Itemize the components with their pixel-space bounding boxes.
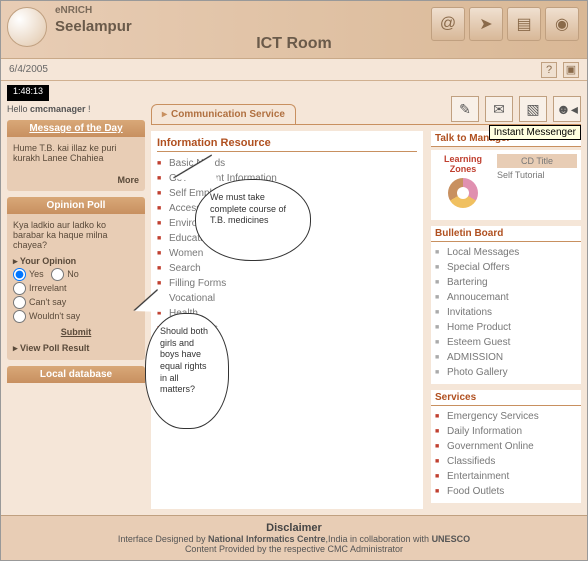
list-item[interactable]: Local Messages	[435, 245, 577, 260]
learning-zones-box: Learning Zones CD Title Self Tutorial	[431, 150, 581, 220]
poll-opt-wouldnt[interactable]: Wouldn't say	[13, 310, 139, 323]
poll-view-result[interactable]: View Poll Result	[13, 343, 139, 354]
poll-opt-irr[interactable]: Irrevelant	[13, 282, 139, 295]
footer: Disclaimer Interface Designed by Nationa…	[1, 515, 587, 560]
list-item[interactable]: Esteem Guest	[435, 335, 577, 350]
list-item[interactable]: ADMISSION	[435, 350, 577, 365]
motd-text: Hume T.B. kai illaz ke puri kurakh Lanee…	[13, 143, 139, 163]
list-item[interactable]: Photo Gallery	[435, 365, 577, 380]
tool-icon[interactable]: ▣	[563, 62, 579, 78]
bb-header: Bulletin Board	[431, 226, 581, 242]
list-item[interactable]: Food Outlets	[435, 484, 577, 499]
local-db-header[interactable]: Local database	[7, 366, 145, 383]
tab-label: Communication Service	[171, 109, 285, 120]
disc-icon[interactable]: ◉	[545, 7, 579, 41]
poll-submit[interactable]: Submit	[13, 327, 139, 337]
donut-icon	[448, 178, 478, 208]
poll-radio-cant[interactable]	[13, 296, 26, 309]
poll-label-cant: Can't say	[29, 297, 66, 307]
poll-body: Kya ladkio aur ladko ko barabar ka haque…	[7, 214, 145, 360]
greeting-prefix: Hello	[7, 104, 30, 114]
list-item[interactable]: Classifieds	[435, 454, 577, 469]
list-item[interactable]: Special Offers	[435, 260, 577, 275]
list-item[interactable]: Home Product	[435, 320, 577, 335]
clock-label: 1:48:13	[7, 85, 49, 101]
book-icon[interactable]: ▤	[507, 7, 541, 41]
message-icon[interactable]: ▧	[519, 96, 547, 122]
brand-label: eNRICH	[55, 5, 92, 16]
tab-row: Communication Service ✎ ✉ ▧ ☻◂ Instant M…	[151, 85, 581, 125]
poll-your-opinion: Your Opinion	[13, 256, 139, 267]
bulletin-board-box: Bulletin Board Local Messages Special Of…	[431, 226, 581, 384]
list-item[interactable]: Filling Forms	[157, 276, 417, 291]
list-item[interactable]: Emergency Services	[435, 409, 577, 424]
greeting-user: cmcmanager	[30, 104, 86, 114]
tab-communication[interactable]: Communication Service	[151, 104, 296, 124]
info-resource-header: Information Resource	[157, 137, 417, 152]
poll-radio-no[interactable]	[51, 268, 64, 281]
poll-question: Kya ladkio aur ladko ko barabar ka haque…	[13, 220, 139, 250]
list-item[interactable]: Government Online	[435, 439, 577, 454]
im-icon[interactable]: ☻◂	[553, 96, 581, 122]
motd-body: Hume T.B. kai illaz ke puri kurakh Lanee…	[7, 137, 145, 191]
footer-title: Disclaimer	[7, 522, 581, 534]
callout-motd: We must take complete course of T.B. med…	[195, 179, 311, 261]
services-header: Services	[431, 390, 581, 406]
poll-label-no: No	[67, 269, 79, 279]
date-label: 6/4/2005	[9, 64, 48, 75]
poll-header: Opinion Poll	[7, 197, 145, 214]
lz-title[interactable]: Learning Zones	[435, 154, 491, 174]
list-item[interactable]: Entertainment	[435, 469, 577, 484]
list-item[interactable]: Daily Information	[435, 424, 577, 439]
list-item[interactable]: Vocational	[157, 291, 417, 306]
list-item[interactable]: Search	[157, 261, 417, 276]
help-icon[interactable]: ?	[541, 62, 557, 78]
poll-radio-yes[interactable]	[13, 268, 26, 281]
poll-radio-irr[interactable]	[13, 282, 26, 295]
org-label: Seelampur	[55, 18, 132, 35]
poll-label-irr: Irrevelant	[29, 283, 67, 293]
write-icon[interactable]: ✎	[451, 96, 479, 122]
motd-more[interactable]: More	[13, 175, 139, 185]
greeting-suffix: !	[86, 104, 91, 114]
services-box: Services Emergency Services Daily Inform…	[431, 390, 581, 503]
cd-text[interactable]: Self Tutorial	[497, 170, 577, 180]
list-item[interactable]: Annoucemant	[435, 290, 577, 305]
list-item[interactable]: Invitations	[435, 305, 577, 320]
footer-line2: Content Provided by the respective CMC A…	[7, 544, 581, 554]
at-icon[interactable]: @	[431, 7, 465, 41]
greeting: Hello cmcmanager !	[7, 104, 145, 114]
cursor-icon[interactable]: ➤	[469, 7, 503, 41]
top-bar: eNRICH Seelampur ICT Room @ ➤ ▤ ◉	[1, 1, 587, 59]
cd-title-label: CD Title	[497, 154, 577, 168]
mail-icon[interactable]: ✉	[485, 96, 513, 122]
poll-opt-yesno[interactable]: Yes No	[13, 268, 139, 281]
callout-poll: Should both girls and boys have equal ri…	[145, 313, 229, 429]
poll-label-wouldnt: Wouldn't say	[29, 311, 80, 321]
date-bar: 6/4/2005 ? ▣	[1, 59, 587, 81]
poll-label-yes: Yes	[29, 269, 44, 279]
list-item[interactable]: Bartering	[435, 275, 577, 290]
im-tooltip: Instant Messenger	[489, 125, 581, 140]
motd-header[interactable]: Message of the Day	[7, 120, 145, 137]
poll-radio-wouldnt[interactable]	[13, 310, 26, 323]
